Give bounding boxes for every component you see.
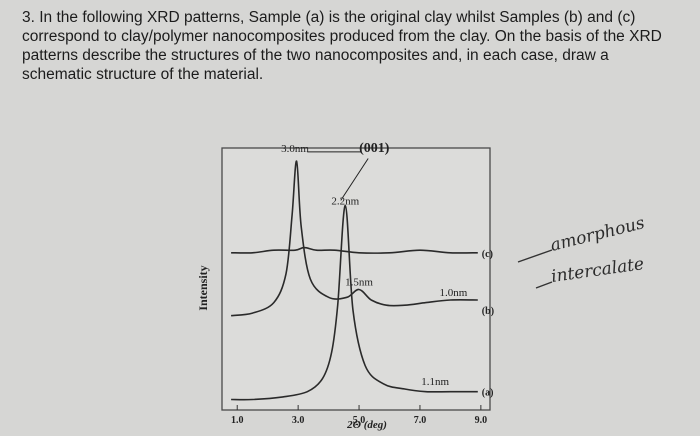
question-body: In the following XRD patterns, Sample (a… [22,9,662,83]
x-tick-label-0: 1.0 [231,415,244,426]
series-layer: (c) (b) (a) [230,160,494,401]
handwritten-arrow-2 [535,281,553,289]
series-label-0: (c) [482,249,493,260]
annotation-4: 1.0nm [440,287,468,299]
handwritten-arrow-1 [517,249,553,263]
x-tick-label-1: 3.0 [292,415,305,426]
x-tick-label-2: 5.0 [353,415,366,426]
y-axis-label: Intensity [196,265,210,310]
annotation-1: (001) [359,141,390,156]
series-line-1 [230,160,478,317]
x-tick-label-4: 9.0 [475,415,488,426]
annotation-layer: 3.0nm (001) 2.2nm 1.5nm 1.0nm 1.1nm [281,141,468,388]
annotation-2: 2.2nm [331,195,359,207]
series-line-0 [231,246,478,254]
handwritten-note-1: amorphous [548,213,647,256]
leader-line-2 [340,158,369,201]
series-label-1: (b) [482,306,494,317]
handwritten-notes: amorphous intercalate [517,213,647,289]
annotation-5: 1.1nm [421,376,449,388]
x-axis-label: 2Θ (deg) [346,419,387,431]
question-text: 3. In the following XRD patterns, Sample… [22,8,682,84]
series-line-2 [231,204,478,401]
question-number: 3. [22,9,35,26]
handwritten-note-2: intercalate [550,254,645,287]
tick-layer: 1.0 3.0 5.0 7.0 9.0 [231,405,487,426]
annotation-0: 3.0nm [281,143,309,155]
plot-frame [221,147,491,411]
series-label-2: (a) [482,388,494,399]
annotation-3: 1.5nm [345,277,373,289]
x-tick-label-3: 7.0 [414,415,427,426]
